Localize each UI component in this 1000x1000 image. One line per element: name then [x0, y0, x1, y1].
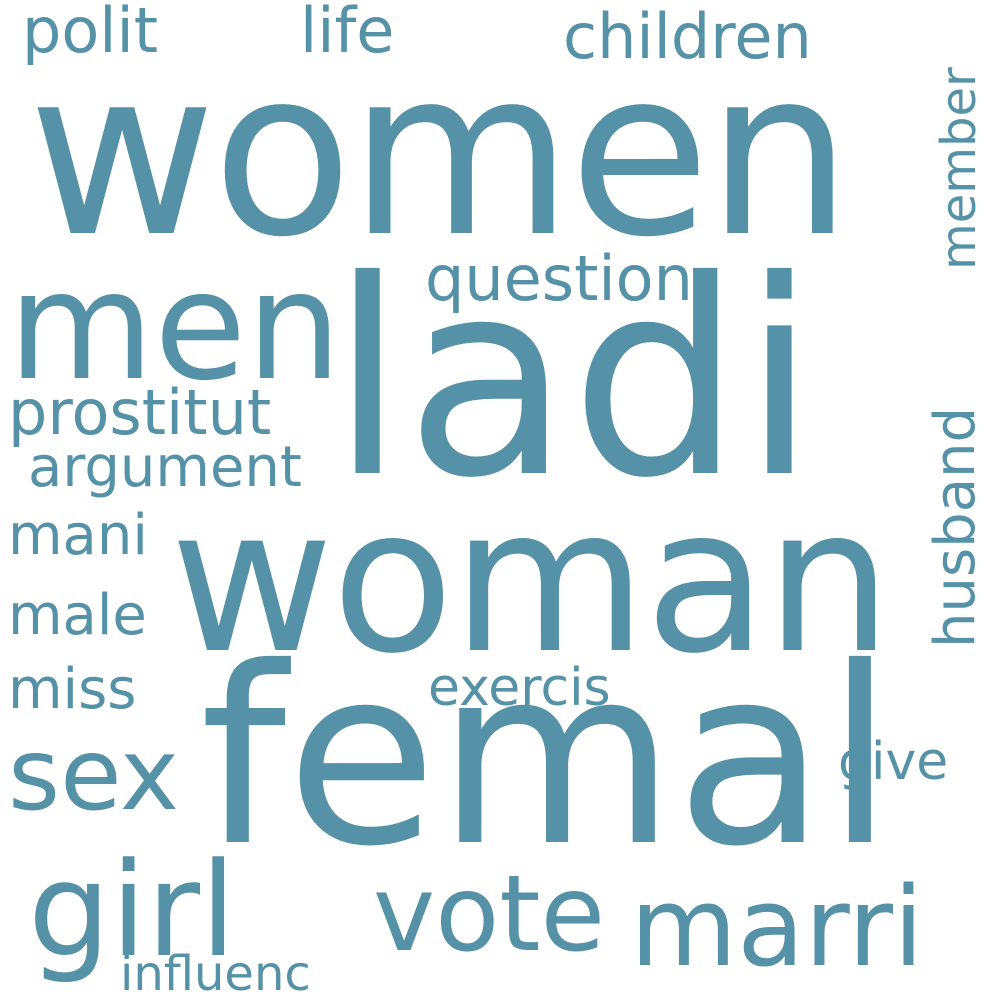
word-women: women	[28, 21, 852, 288]
word-influenc: influenc	[120, 946, 311, 1000]
word-woman: woman	[170, 465, 892, 698]
word-children: children	[563, 0, 812, 73]
word-male: male	[8, 583, 147, 648]
word-life: life	[300, 0, 395, 67]
word-question: question	[425, 242, 693, 315]
word-girl: girl	[28, 834, 237, 986]
word-member: member	[931, 67, 987, 270]
word-sex: sex	[8, 716, 180, 833]
word-husband: husband	[923, 406, 988, 648]
word-exercis: exercis	[428, 658, 611, 718]
word-marri: marri	[630, 863, 924, 991]
word-miss: miss	[8, 657, 137, 722]
word-give: give	[838, 732, 949, 792]
word-prostitut: prostitut	[8, 376, 272, 449]
word-men: men	[8, 240, 342, 414]
word-vote: vote	[373, 853, 606, 975]
word-ladi: ladi	[330, 222, 817, 537]
word-femal: femal	[200, 615, 894, 900]
word-polit: polit	[22, 0, 159, 67]
word-mani: mani	[8, 503, 148, 568]
word-argument: argument	[28, 435, 302, 500]
